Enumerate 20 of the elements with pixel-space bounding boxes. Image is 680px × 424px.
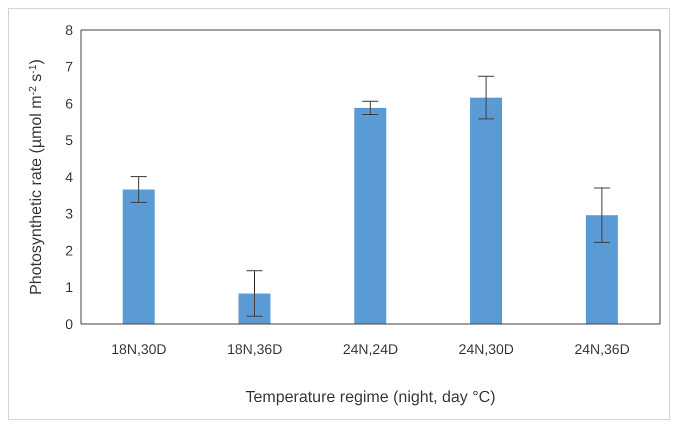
bar [470,98,502,324]
x-tick-label: 18N,30D [111,340,167,357]
y-tick-label: 1 [65,279,74,296]
y-tick-label: 6 [65,95,74,112]
x-tick-label: 24N,36D [574,340,630,357]
bar [586,215,618,324]
x-tick-label: 24N,24D [342,340,398,357]
y-tick-label: 2 [65,242,74,258]
bar [238,294,270,324]
y-tick-label: 4 [65,168,74,185]
y-tick-label: 0 [65,316,74,332]
x-tick-label: 24N,30D [458,340,514,357]
bar [122,189,155,324]
y-tick-label: 5 [65,132,74,148]
y-tick-label: 7 [65,58,74,75]
bar [354,108,386,324]
y-tick-label: 8 [65,22,74,38]
y-tick-label: 3 [65,206,74,222]
x-tick-label: 18N,36D [227,340,282,357]
x-axis-title: Temperature regime (night, day °C) [245,389,496,406]
